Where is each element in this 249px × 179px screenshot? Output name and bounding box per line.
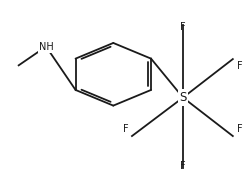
- Text: F: F: [237, 124, 242, 134]
- Text: F: F: [180, 161, 186, 171]
- Text: NH: NH: [39, 42, 54, 52]
- Text: S: S: [179, 91, 187, 104]
- Text: F: F: [237, 61, 242, 71]
- Text: F: F: [123, 124, 128, 134]
- Text: F: F: [180, 22, 186, 32]
